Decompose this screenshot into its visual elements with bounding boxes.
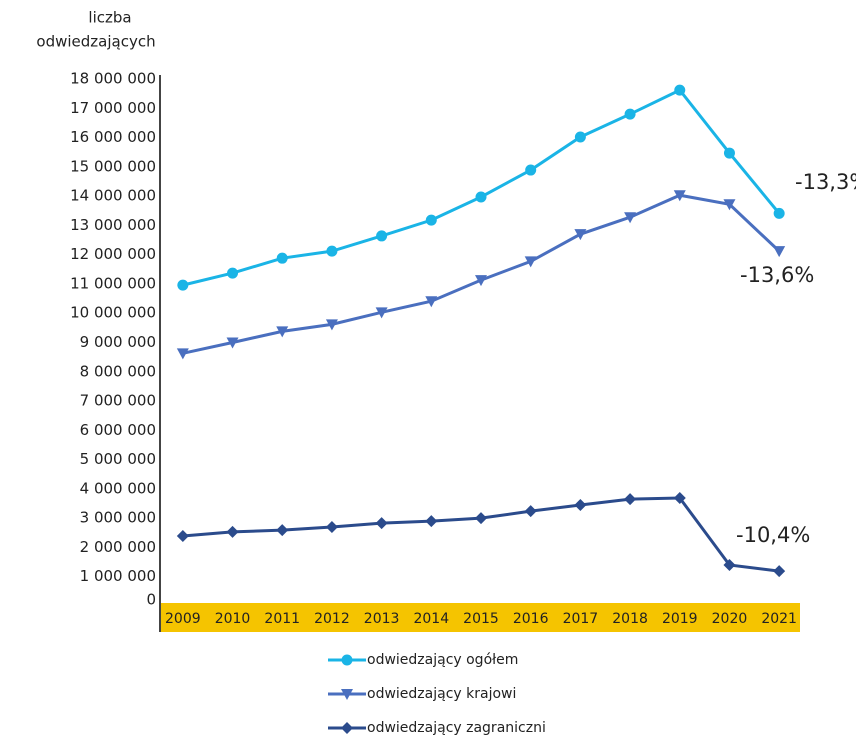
annotation: -13,6% bbox=[740, 263, 814, 287]
y-tick-label: 0 bbox=[146, 591, 156, 609]
data-point bbox=[624, 212, 637, 224]
data-point bbox=[773, 565, 786, 578]
data-point bbox=[325, 319, 338, 331]
y-tick-label: 12 000 000 bbox=[70, 245, 156, 263]
legend-marker bbox=[341, 722, 353, 734]
y-tick-label: 9 000 000 bbox=[80, 333, 156, 351]
x-tick-label: 2014 bbox=[413, 611, 449, 627]
x-tick-label: 2020 bbox=[712, 611, 748, 627]
x-tick-label: 2011 bbox=[264, 611, 300, 627]
data-point bbox=[723, 559, 736, 572]
data-point bbox=[325, 520, 338, 533]
data-point bbox=[375, 517, 388, 530]
x-tick-label: 2017 bbox=[563, 611, 599, 627]
data-point bbox=[227, 267, 239, 279]
y-tick-label: 11 000 000 bbox=[70, 274, 156, 292]
data-point bbox=[574, 131, 586, 143]
legend-marker bbox=[341, 689, 353, 700]
data-point bbox=[524, 505, 537, 518]
legend-marker bbox=[341, 654, 353, 666]
data-point bbox=[375, 307, 388, 319]
data-point bbox=[624, 493, 637, 506]
data-point bbox=[574, 498, 587, 511]
y-tick-label: 17 000 000 bbox=[70, 99, 156, 117]
data-point bbox=[376, 230, 388, 242]
data-point bbox=[276, 326, 289, 338]
y-tick-label: 13 000 000 bbox=[70, 216, 156, 234]
category-band bbox=[160, 603, 800, 632]
data-point bbox=[773, 246, 786, 258]
y-tick-label: 18 000 000 bbox=[70, 70, 156, 88]
x-tick-label: 2010 bbox=[215, 611, 251, 627]
data-point bbox=[177, 279, 189, 291]
y-tick-label: 14 000 000 bbox=[70, 187, 156, 205]
x-tick-label: 2018 bbox=[612, 611, 648, 627]
legend-label: odwiedzający krajowi bbox=[367, 686, 516, 702]
data-point bbox=[276, 524, 289, 537]
annotation: -10,4% bbox=[736, 523, 810, 547]
x-tick-label: 2012 bbox=[314, 611, 350, 627]
data-point bbox=[425, 296, 438, 308]
data-point bbox=[425, 214, 437, 226]
data-point bbox=[723, 147, 735, 159]
y-tick-label: 15 000 000 bbox=[70, 157, 156, 175]
data-point bbox=[773, 207, 785, 219]
data-point bbox=[674, 84, 686, 96]
x-tick-label: 2016 bbox=[513, 611, 549, 627]
data-point bbox=[574, 229, 587, 241]
x-tick-label: 2009 bbox=[165, 611, 201, 627]
legend-label: odwiedzający ogółem bbox=[367, 652, 518, 668]
y-tick-label: 16 000 000 bbox=[70, 128, 156, 146]
y-tick-label: 1 000 000 bbox=[80, 567, 156, 585]
y-tick-label: 7 000 000 bbox=[80, 392, 156, 410]
data-point bbox=[524, 256, 537, 268]
y-tick-label: 8 000 000 bbox=[80, 362, 156, 380]
data-point bbox=[673, 190, 686, 202]
data-point bbox=[326, 245, 338, 257]
y-tick-label: 2 000 000 bbox=[80, 538, 156, 556]
x-tick-label: 2019 bbox=[662, 611, 698, 627]
data-point bbox=[673, 491, 686, 504]
legend-label: odwiedzający zagraniczni bbox=[367, 720, 546, 736]
y-axis-label: liczba bbox=[88, 9, 131, 27]
series-line bbox=[182, 193, 781, 355]
y-tick-label: 10 000 000 bbox=[70, 304, 156, 322]
data-point bbox=[723, 199, 736, 211]
data-point bbox=[475, 275, 487, 287]
data-point bbox=[475, 191, 487, 203]
data-point bbox=[525, 164, 537, 176]
data-point bbox=[276, 252, 288, 264]
data-point bbox=[475, 512, 487, 525]
x-tick-label: 2021 bbox=[761, 611, 797, 627]
data-point bbox=[226, 337, 239, 349]
data-point bbox=[176, 348, 189, 360]
series-line bbox=[182, 496, 780, 573]
y-tick-label: 6 000 000 bbox=[80, 421, 156, 439]
y-tick-label: 3 000 000 bbox=[80, 509, 156, 527]
data-point bbox=[624, 108, 636, 120]
x-tick-label: 2013 bbox=[364, 611, 400, 627]
data-point bbox=[425, 515, 438, 528]
y-tick-label: 5 000 000 bbox=[80, 450, 156, 468]
data-point bbox=[176, 530, 189, 543]
y-axis-label: odwiedzających bbox=[36, 33, 155, 51]
series-line bbox=[182, 88, 781, 287]
y-tick-label: 4 000 000 bbox=[80, 479, 156, 497]
annotation: -13,3% bbox=[795, 170, 856, 194]
data-point bbox=[226, 525, 239, 538]
x-tick-label: 2015 bbox=[463, 611, 499, 627]
